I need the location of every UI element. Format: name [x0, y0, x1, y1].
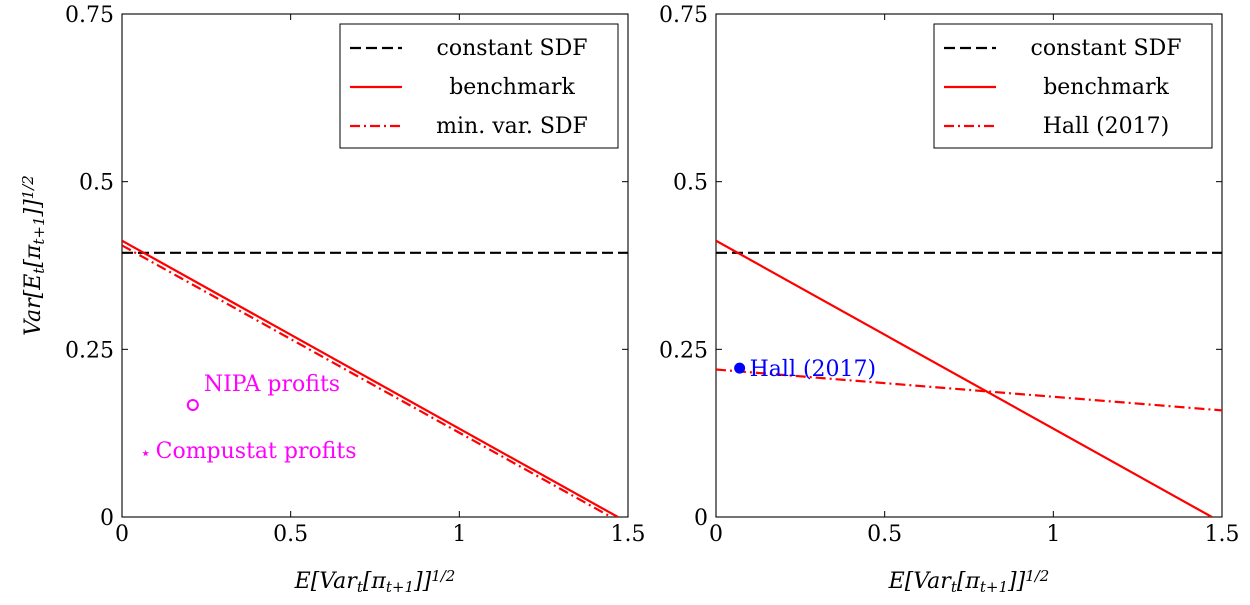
y-tick-label: 0.75	[659, 3, 708, 28]
data-point-star: ⋆	[140, 443, 151, 464]
legend-label: min. var. SDF	[436, 114, 588, 139]
point-label: Compustat profits	[156, 439, 357, 464]
x-tick-label: 1	[1046, 522, 1060, 547]
y-axis-label: Var[Et[πt+1]]1/2	[19, 175, 48, 336]
y-tick-label: 0.25	[65, 338, 114, 363]
series-line-min-var-sdf	[122, 244, 612, 517]
point-label: Hall (2017)	[750, 357, 877, 382]
y-tick-label: 0.5	[673, 171, 708, 196]
legend-box	[339, 23, 619, 149]
legend-label: constant SDF	[437, 36, 588, 61]
series-line-hall-2017	[716, 368, 1222, 412]
y-tick-label: 0.75	[65, 3, 114, 28]
x-tick-label: 0.5	[273, 522, 308, 547]
x-tick-label: 1.5	[1205, 522, 1240, 547]
legend-label: constant SDF	[1031, 36, 1182, 61]
series-group	[716, 239, 1222, 517]
x-tick-label: 0.5	[867, 522, 902, 547]
y-tick-label: 0.5	[79, 171, 114, 196]
y-tick-label: 0	[694, 506, 708, 531]
legend-label: Hall (2017)	[1043, 114, 1170, 139]
x-axis-label: E[Vart[πt+1]]1/2	[888, 567, 1050, 596]
series-line-benchmark	[716, 239, 1213, 517]
data-point-circle	[186, 398, 199, 411]
legend-label: benchmark	[1043, 75, 1169, 100]
data-point-dot	[734, 362, 746, 374]
series-group	[122, 239, 628, 517]
x-tick-label: 0	[115, 522, 129, 547]
legend-label: benchmark	[449, 75, 575, 100]
y-tick-label: 0.25	[659, 338, 708, 363]
chart-panel-2: 0 0.5 1 1.5 0 0.25 0.5 0.75 Hall (2017) constant …	[659, 3, 1239, 596]
plot-frame	[121, 13, 629, 518]
x-tick-label: 1	[452, 522, 466, 547]
x-tick-label: 0	[709, 522, 723, 547]
chart-panel-1: 0 0.5 1 1.5 0 0.25 0.5 0.75 NIPA profits ⋆ Compust…	[19, 3, 645, 596]
series-line-benchmark	[122, 239, 619, 517]
plot-frame	[715, 13, 1223, 518]
point-label: NIPA profits	[204, 372, 340, 397]
y-tick-label: 0	[100, 506, 114, 531]
x-tick-label: 1.5	[611, 522, 646, 547]
x-axis-label: E[Vart[πt+1]]1/2	[294, 567, 456, 596]
